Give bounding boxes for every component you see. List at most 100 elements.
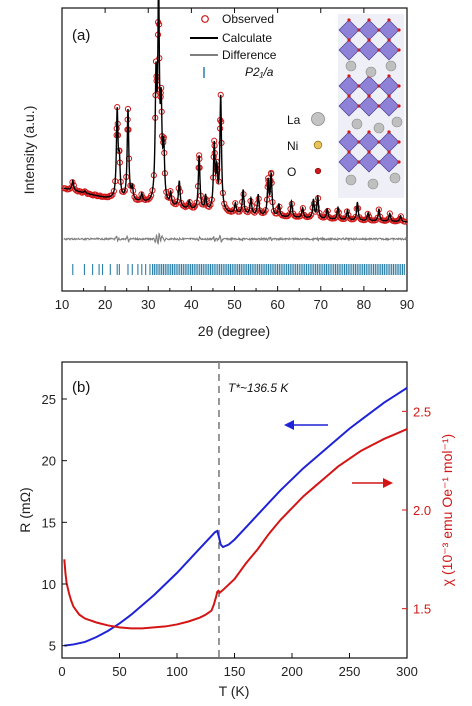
la-atom <box>351 118 363 130</box>
xrd-legend: Observed Calculate Difference P2₁/a <box>190 12 277 79</box>
o-atom <box>387 18 391 22</box>
legend-calculate-label: Calculate <box>222 31 272 45</box>
rt-x-tick-label: 150 <box>224 664 246 679</box>
observed-point <box>251 209 258 216</box>
observed-point <box>401 218 409 225</box>
o-atom <box>347 130 351 134</box>
o-atom <box>347 74 351 78</box>
o-atom <box>387 74 391 78</box>
right-axis-arrow <box>352 478 393 488</box>
legend-difference-label: Difference <box>222 48 277 62</box>
rt-left-tick-label: 5 <box>49 639 56 654</box>
calculated-line <box>63 0 407 223</box>
calculated-curve <box>63 0 407 223</box>
left-axis-arrow <box>284 420 328 430</box>
o-atom <box>387 150 391 154</box>
o-atom <box>387 94 391 98</box>
rt-left-tick-label: 15 <box>42 515 56 530</box>
xrd-x-tick-label: 70 <box>314 297 328 312</box>
ni-atom-icon <box>313 140 323 150</box>
rt-x-tick-label: 0 <box>58 664 65 679</box>
la-atom <box>373 122 385 134</box>
xrd-x-tick-label: 80 <box>357 297 371 312</box>
o-atom <box>347 38 351 42</box>
rt-right-ticks: 1.5 2.0 2.5 <box>402 404 431 617</box>
o-atom <box>397 28 401 32</box>
o-atom <box>397 48 401 52</box>
transport-panel: 0 50 100 150 200 250 300 5 10 15 20 25 1.5 2.0 2.5 (… <box>17 361 455 699</box>
crystal-structure-image <box>338 14 404 198</box>
o-atom <box>347 150 351 154</box>
nio6-octahedron <box>338 39 360 61</box>
nio6-octahedron <box>338 95 360 117</box>
observed-point <box>192 202 199 209</box>
o-atom <box>397 160 401 164</box>
la-atom <box>389 172 401 184</box>
o-atom <box>367 94 371 98</box>
o-atom <box>397 104 401 108</box>
observed-point <box>200 201 207 208</box>
legend-bragg-label: P2₁/a <box>245 65 274 79</box>
rt-right-axis-title: χ (10⁻³ emu Oe⁻¹ mol⁻¹) <box>439 434 455 586</box>
legend-observed-marker <box>201 15 209 23</box>
xrd-x-tick-label: 50 <box>227 297 241 312</box>
nio6-octahedron <box>358 95 380 117</box>
o-atom <box>347 94 351 98</box>
observed-point <box>237 206 244 213</box>
observed-point <box>308 211 315 218</box>
o-atom <box>367 38 371 42</box>
arrow-left-icon <box>284 420 294 430</box>
rt-left-axis-title: R (mΩ) <box>17 487 33 532</box>
rt-right-tick-label: 2.5 <box>413 404 431 419</box>
rt-left-tick-label: 20 <box>42 454 56 469</box>
nio6-octahedron <box>378 151 400 173</box>
atom-o-label: O <box>287 165 296 179</box>
xrd-x-axis-title: 2θ (degree) <box>198 323 270 339</box>
difference-curve <box>63 232 408 246</box>
nio6-octahedron <box>358 39 380 61</box>
xrd-x-tick-label: 10 <box>55 297 69 312</box>
la-atom <box>385 60 397 72</box>
rt-x-tick-label: 200 <box>281 664 303 679</box>
bragg-ticks <box>72 264 405 275</box>
la-atom <box>345 60 357 72</box>
xrd-panel: 10 20 30 40 50 60 70 80 90 (a) Observed Calculat… <box>21 0 414 339</box>
observed-point <box>332 214 340 221</box>
arrow-right-icon <box>383 478 393 488</box>
xrd-x-tick-label: 60 <box>270 297 284 312</box>
observed-point <box>120 188 127 196</box>
susceptibility-curve <box>63 428 408 630</box>
difference-line <box>63 232 408 246</box>
la-atom <box>365 66 377 78</box>
la-atom <box>367 178 379 190</box>
o-atom <box>367 130 371 134</box>
rt-x-axis-title: T (K) <box>219 683 250 699</box>
atom-ni-label: Ni <box>287 139 298 153</box>
nio6-octahedron <box>378 95 400 117</box>
rt-x-tick-label: 250 <box>339 664 361 679</box>
rt-left-tick-label: 10 <box>42 577 56 592</box>
o-atom <box>367 18 371 22</box>
xrd-y-axis-title: Intensity (a.u.) <box>21 106 37 195</box>
nio6-octahedron <box>378 39 400 61</box>
nio6-octahedron <box>338 151 360 173</box>
rt-x-tick-label: 300 <box>396 664 418 679</box>
atom-legend: La Ni O <box>287 112 325 179</box>
xrd-x-ticks: 10 20 30 40 50 60 70 80 90 <box>55 8 414 312</box>
rt-right-tick-label: 1.5 <box>413 602 431 617</box>
xrd-x-tick-label: 20 <box>98 297 112 312</box>
o-atom-icon <box>314 167 322 175</box>
rt-x-tick-label: 100 <box>166 664 188 679</box>
la-atom-icon <box>311 112 325 126</box>
la-atom <box>391 116 403 128</box>
tstar-annotation: T*~136.5 K <box>228 381 289 395</box>
la-atom <box>345 174 357 186</box>
legend-observed-label: Observed <box>222 12 274 26</box>
rt-left-ticks: 5 10 15 20 25 <box>42 392 67 654</box>
observed-point <box>109 191 116 198</box>
rt-x-tick-label: 50 <box>112 664 126 679</box>
o-atom <box>367 150 371 154</box>
nio6-octahedron <box>358 151 380 173</box>
o-atom <box>397 84 401 88</box>
